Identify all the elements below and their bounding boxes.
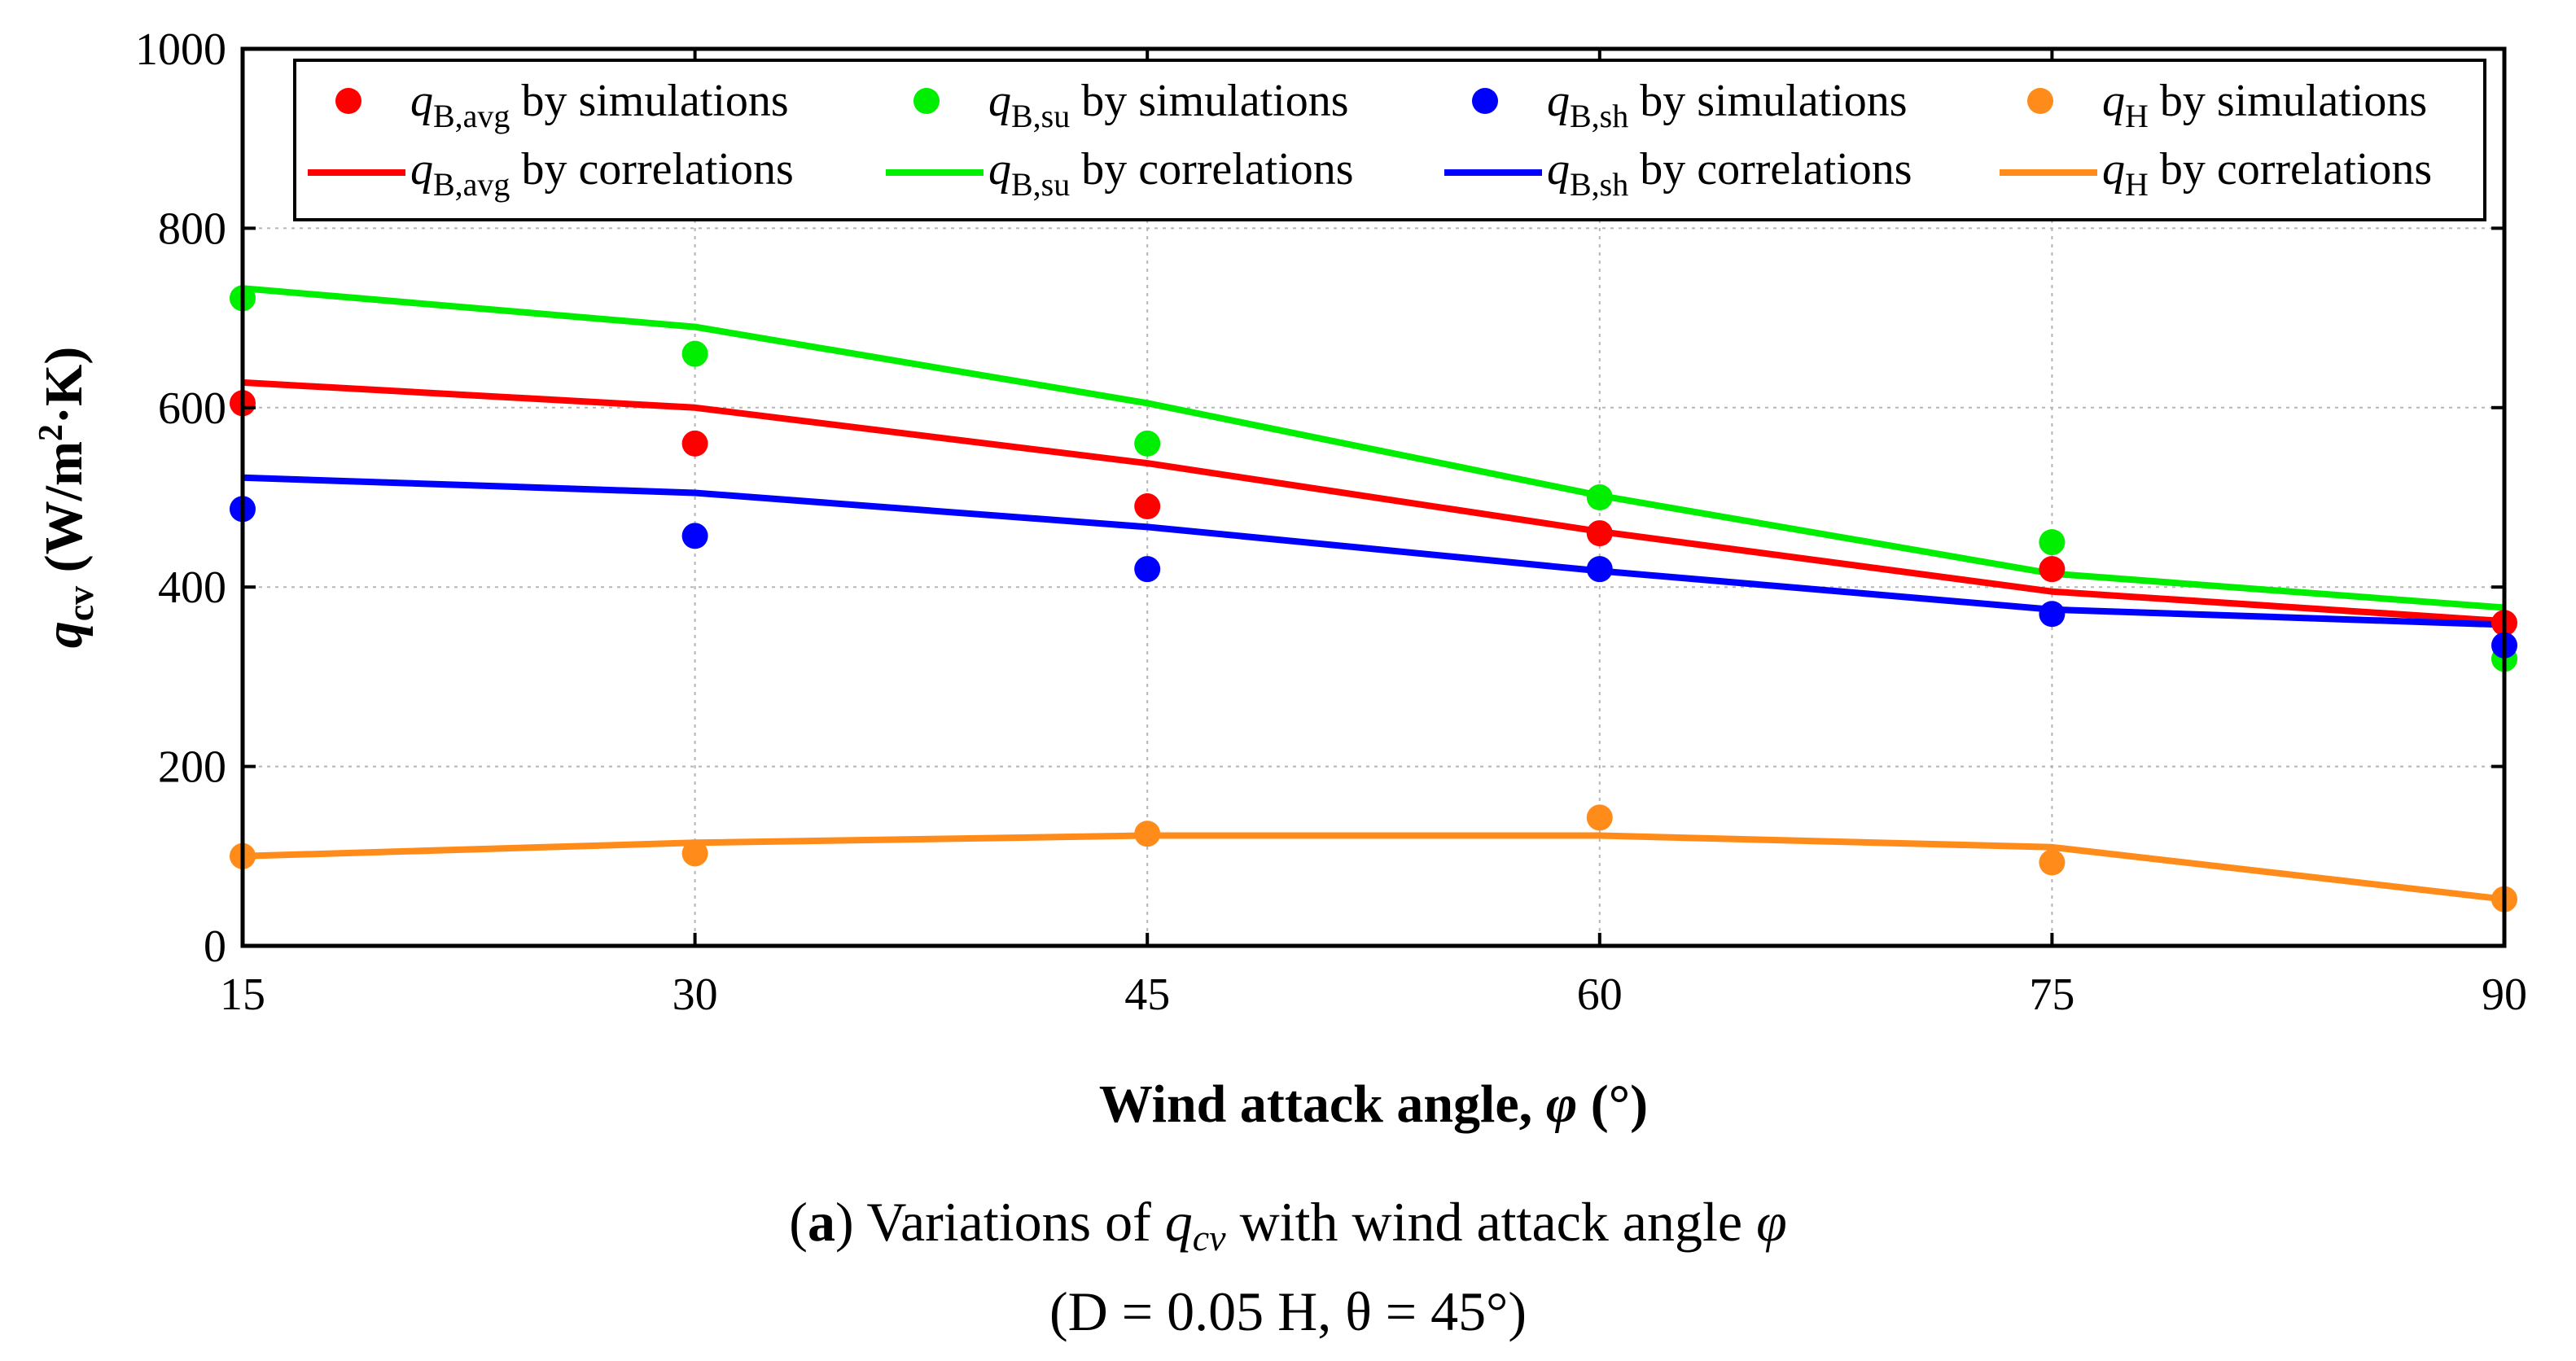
legend-marker-bsu xyxy=(913,88,940,114)
data-point-h xyxy=(1586,804,1613,831)
legend-entry-sim-bavg: qB,avg by simulations xyxy=(410,76,789,134)
legend: qB,avg by simulations qB,su by simulation… xyxy=(293,59,2486,221)
legend-marker-h xyxy=(2027,88,2053,114)
legend-entry-sim-bsh: qB,sh by simulations xyxy=(1547,76,1907,134)
data-point-bsh xyxy=(681,523,708,549)
series-line-h xyxy=(242,832,2505,903)
x-tick-label: 90 xyxy=(2482,969,2527,1020)
legend-marker-bavg xyxy=(335,88,361,114)
figure-caption-conditions: (D = 0.05 H, θ = 45°) xyxy=(1049,1280,1527,1342)
legend-entry-corr-bsu: qB,su by correlations xyxy=(988,144,1354,203)
legend-marker-bsh xyxy=(1472,88,1498,114)
data-point-bavg xyxy=(1586,520,1613,547)
legend-box xyxy=(293,59,2486,221)
data-point-bavg xyxy=(2039,556,2066,583)
data-point-bsu xyxy=(681,340,708,367)
figure-caption: (a) Variations of qcv with wind attack a… xyxy=(789,1191,1786,1258)
data-point-bsh xyxy=(1134,556,1161,583)
y-tick-label: 400 xyxy=(158,562,226,613)
x-tick-label: 75 xyxy=(2029,969,2074,1020)
series-line-bsh xyxy=(242,474,2505,628)
y-tick-label: 200 xyxy=(158,742,226,793)
legend-entry-corr-h: qH by correlations xyxy=(2102,144,2432,203)
plot-frame xyxy=(240,46,2507,948)
data-point-bsh xyxy=(1586,556,1613,583)
data-point-bsu xyxy=(1586,484,1613,510)
series-line-bsu xyxy=(242,285,2505,611)
y-tick-label: 800 xyxy=(158,203,226,254)
data-point-h xyxy=(1134,821,1161,847)
data-point-bavg xyxy=(681,430,708,457)
legend-entry-corr-bsh: qB,sh by correlations xyxy=(1547,144,1912,203)
axis-ticks: 0 200 400 600 800 1000 15 30 45 60 75 90 xyxy=(135,24,2527,1020)
series-lines xyxy=(242,285,2505,903)
series-line-bavg xyxy=(242,379,2505,625)
y-tick-label: 1000 xyxy=(135,24,226,75)
legend-entry-corr-bavg: qB,avg by correlations xyxy=(410,144,794,203)
x-tick-label: 60 xyxy=(1577,969,1623,1020)
y-axis-title: qcv (W/m2·K) xyxy=(33,347,101,649)
data-point-h xyxy=(2039,849,2066,876)
data-point-bsu xyxy=(1134,430,1161,457)
legend-entry-sim-h: qH by simulations xyxy=(2102,76,2427,134)
x-axis-title: Wind attack angle, φ (°) xyxy=(1099,1074,1648,1134)
data-point-h xyxy=(681,840,708,867)
x-tick-label: 45 xyxy=(1124,969,1170,1020)
legend-entry-sim-bsu: qB,su by simulations xyxy=(988,76,1348,134)
y-tick-label: 600 xyxy=(158,383,226,434)
data-point-bsu xyxy=(2039,529,2066,556)
data-point-bavg xyxy=(1134,493,1161,520)
data-point-bsh xyxy=(2039,601,2066,628)
y-tick-label: 0 xyxy=(204,921,226,972)
x-tick-label: 30 xyxy=(672,969,718,1020)
x-tick-label: 15 xyxy=(220,969,265,1020)
